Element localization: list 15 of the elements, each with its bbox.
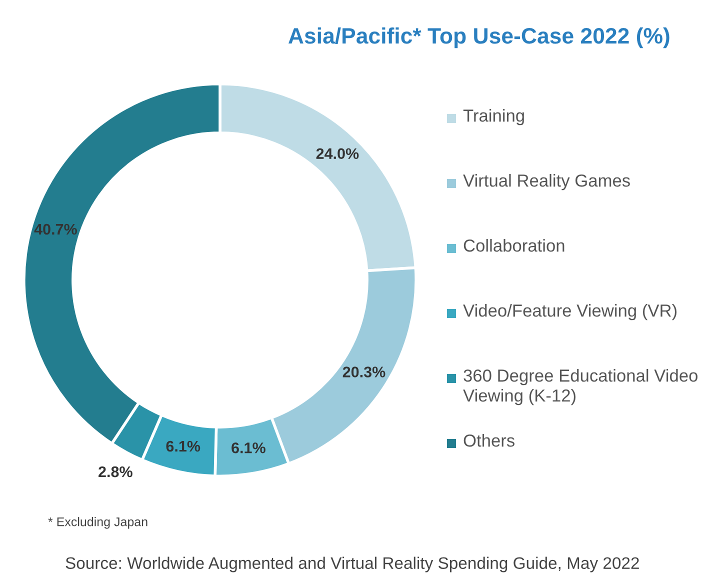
- legend-label: Virtual Reality Games: [463, 174, 630, 190]
- source-note: Source: Worldwide Augmented and Virtual Reality Spending Guide, May 2022: [66, 556, 639, 572]
- data-label: 24.0%: [316, 148, 359, 160]
- legend-label: Training: [463, 109, 524, 126]
- data-label: 6.1%: [232, 442, 266, 454]
- legend-label: Collaboration: [464, 239, 564, 252]
- data-label: 40.7%: [34, 224, 77, 235]
- data-label: 20.3%: [342, 366, 386, 378]
- text: * Excluding Japan: [48, 517, 148, 529]
- legend-label: Others: [464, 434, 514, 447]
- chart-title: Asia/Pacific* Top Use-Case 2022 (%): [288, 27, 670, 48]
- data-label: 2.8%: [98, 466, 132, 478]
- data-label: 6.1%: [166, 440, 200, 452]
- legend-label: Video/Feature Viewing (VR): [463, 304, 676, 320]
- legend-label: 360 Degree Educational Video Viewing (K-12): [463, 369, 698, 406]
